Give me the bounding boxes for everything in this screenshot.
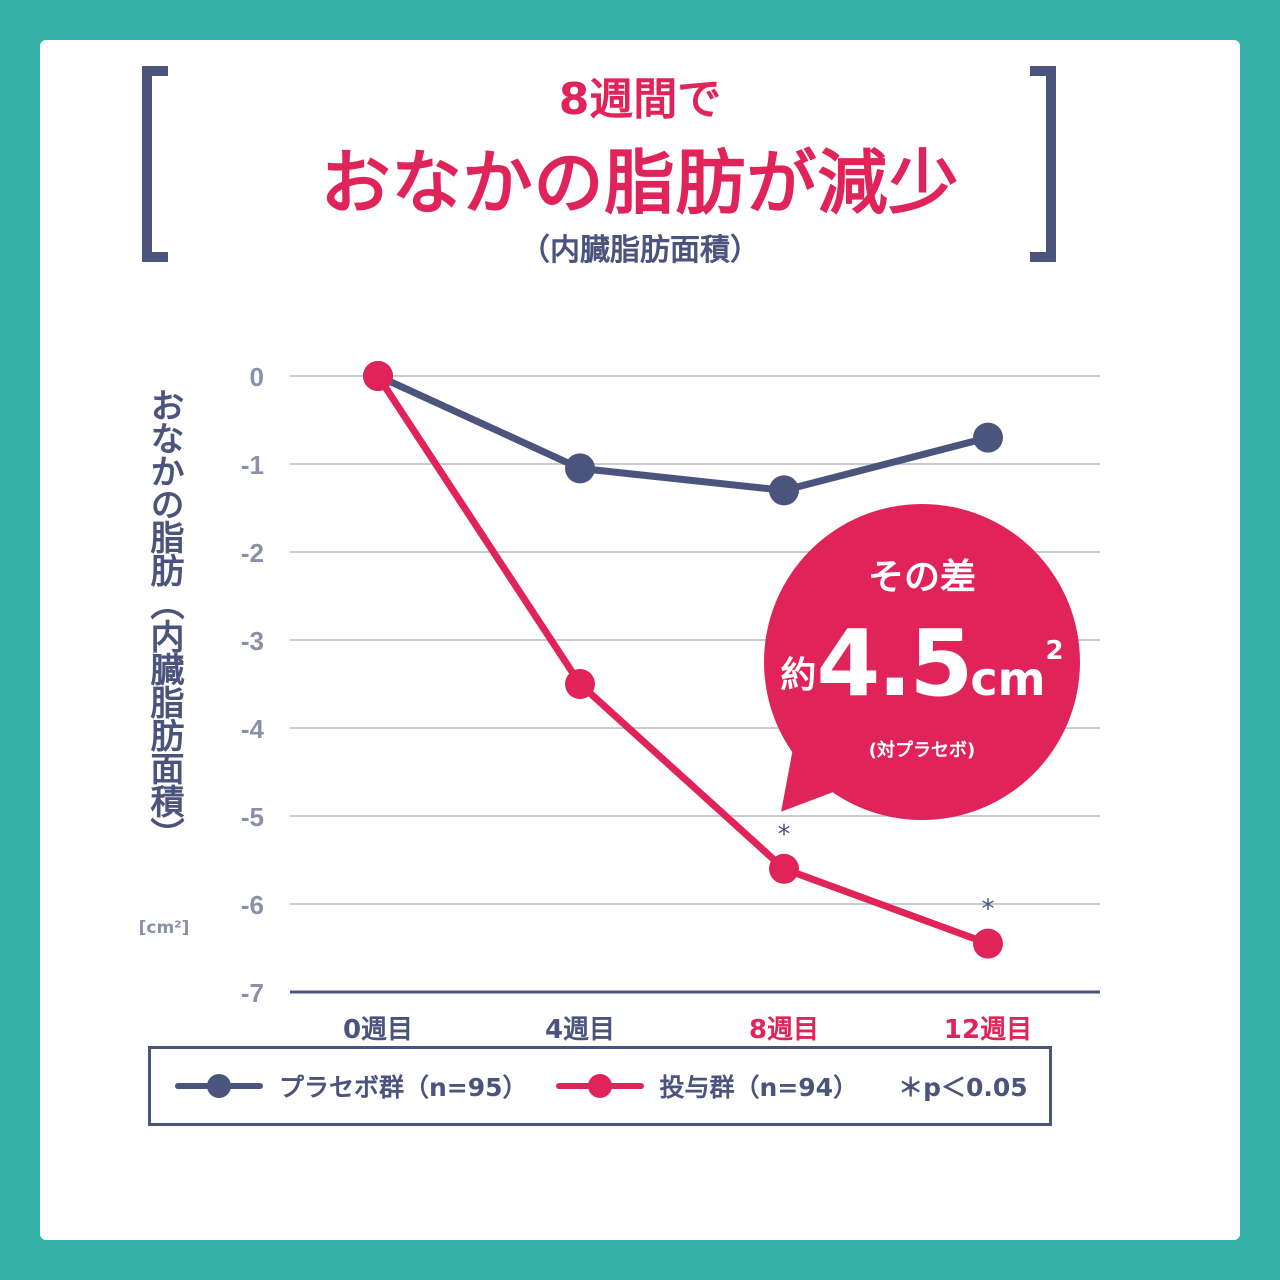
y-axis-ticks: 0 -1 -2 -3 -4 -5 -6 -7 <box>241 362 265 1008</box>
y-axis-unit: [cm²] <box>138 918 190 938</box>
difference-callout: その差 約4.5cm2 (対プラセボ) <box>764 504 1080 820</box>
callout-value-row: 約4.5cm2 <box>764 618 1080 710</box>
legend-label-treatment: 投与群（n=94） <box>659 1073 859 1102</box>
grid-lines <box>290 375 1100 994</box>
significance-mark: * <box>778 820 791 850</box>
x-tick-label: 12週目 <box>944 1015 1032 1045</box>
data-point <box>769 853 799 884</box>
x-axis-ticks: 0週目 4週目 8週目 12週目 <box>343 1015 1032 1045</box>
y-tick-label: -7 <box>241 978 264 1008</box>
y-tick-label: -5 <box>241 802 264 832</box>
data-point <box>565 669 595 699</box>
callout-unit: cm <box>970 652 1046 706</box>
callout-prefix: 約 <box>780 655 817 696</box>
legend-item-placebo: プラセボ群（n=95） <box>175 1068 528 1104</box>
right-bracket <box>1030 66 1056 262</box>
x-tick-label: 0週目 <box>343 1015 413 1045</box>
left-bracket <box>142 66 168 262</box>
series-lines <box>363 361 1003 959</box>
data-point <box>769 475 799 506</box>
legend-item-treatment: 投与群（n=94） <box>555 1068 859 1104</box>
data-point <box>973 928 1003 959</box>
y-tick-label: -1 <box>241 450 264 480</box>
series-line-0 <box>374 372 992 494</box>
x-tick-label: 8週目 <box>749 1015 819 1045</box>
significance-marks: ** <box>778 820 995 925</box>
y-axis-label: おなかの脂肪（内臓脂肪面積） <box>144 388 184 850</box>
y-tick-label: -6 <box>241 890 264 920</box>
legend-swatch-placebo <box>175 1074 263 1098</box>
chart-legend: プラセボ群（n=95） 投与群（n=94） ＊p＜0.05 <box>148 1046 1052 1126</box>
x-tick-label: 4週目 <box>545 1015 615 1045</box>
legend-label-placebo: プラセボ群（n=95） <box>279 1073 528 1102</box>
data-point <box>973 422 1003 453</box>
data-point <box>363 361 393 391</box>
callout-unit-sup: 2 <box>1045 636 1064 666</box>
significance-mark: * <box>982 895 995 925</box>
data-point <box>565 453 595 484</box>
callout-value: 4.5 <box>816 610 973 717</box>
title-period: 8週間で <box>558 74 722 125</box>
y-tick-label: -3 <box>241 626 264 656</box>
significance-note: ＊p＜0.05 <box>898 1073 1028 1102</box>
y-tick-label: -2 <box>241 538 264 568</box>
chart-subtitle: （内臓脂肪面積） <box>520 233 760 268</box>
y-tick-label: -4 <box>241 714 265 744</box>
series-line-1 <box>374 372 992 948</box>
legend-swatch-treatment <box>555 1074 644 1098</box>
y-tick-label: 0 <box>250 362 264 392</box>
callout-heading: その差 <box>867 557 976 598</box>
chart-title: おなかの脂肪が減少 <box>320 142 960 224</box>
callout-note: (対プラセボ) <box>868 740 976 761</box>
